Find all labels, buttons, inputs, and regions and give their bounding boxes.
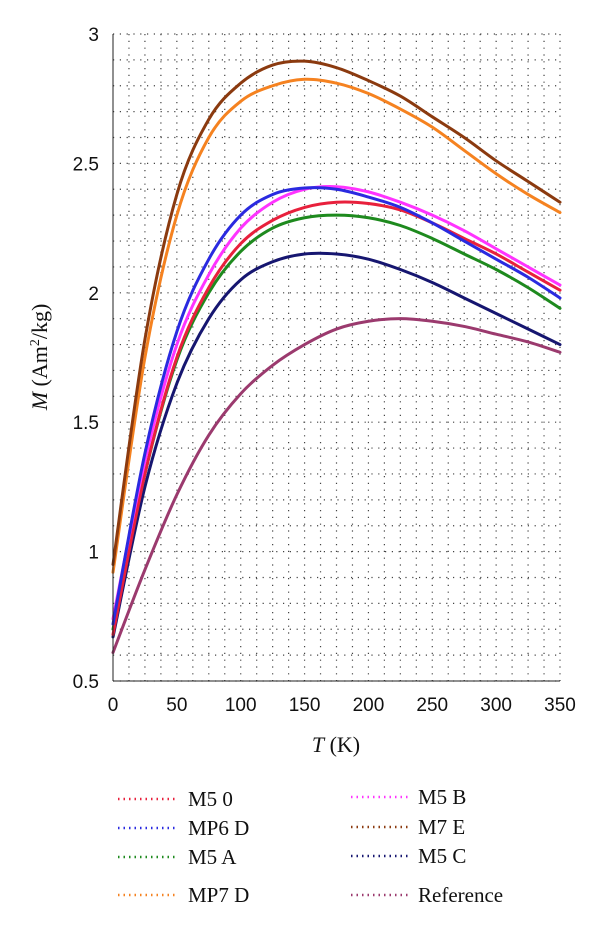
legend-item-m7-e: M7 E [351,815,465,839]
series-line-mp7-d [111,77,562,574]
y-axis-title: M (Am2/kg) [27,304,52,412]
series-line-m5-c [111,251,562,639]
y-tick-label: 1.5 [73,413,99,434]
legend: M5 0 MP6 D M5 A MP7 D M5 B M7 E M5 C Reference [118,785,503,907]
legend-item-m5-a: M5 A [118,845,237,869]
x-tick-label: 350 [544,695,576,716]
x-tick-label: 250 [416,695,448,716]
series-layer [111,59,562,655]
legend-label: MP6 D [188,816,249,840]
series-line-mp6-d [111,186,562,626]
grid [113,33,561,682]
x-tick-label: 0 [108,695,119,716]
axes [112,34,560,682]
y-tick-labels: 0.5 1 1.5 2 2.5 3 [73,25,99,693]
legend-item-mp6-d: MP6 D [118,816,249,840]
legend-item-m5-c: M5 C [351,844,466,868]
x-tick-label: 200 [353,695,385,716]
x-axis-title: T (K) [312,732,360,757]
x-tick-label: 100 [225,695,257,716]
y-tick-label: 1 [88,543,99,564]
y-tick-label: 3 [88,25,99,46]
legend-label: Reference [418,883,503,907]
x-tick-label: 50 [166,695,187,716]
legend-item-m5-b: M5 B [351,785,466,809]
legend-label: MP7 D [188,883,249,907]
legend-label: M5 B [418,785,466,809]
y-tick-label: 0.5 [73,672,99,693]
x-tick-labels: 0 50 100 150 200 250 300 350 [108,695,576,716]
legend-label: M7 E [418,815,465,839]
y-tick-label: 2 [88,284,99,305]
series-line-reference [111,317,562,655]
legend-label: M5 0 [188,787,233,811]
legend-item-m5-0: M5 0 [118,787,233,811]
legend-label: M5 C [418,844,466,868]
y-tick-label: 2.5 [73,154,99,175]
legend-label: M5 A [188,845,237,869]
series-line-m5-0 [111,200,562,636]
x-tick-label: 300 [480,695,512,716]
series-line-m7-e [111,59,562,567]
legend-item-reference: Reference [351,883,503,907]
x-tick-label: 150 [289,695,321,716]
legend-item-mp7-d: MP7 D [118,883,249,907]
